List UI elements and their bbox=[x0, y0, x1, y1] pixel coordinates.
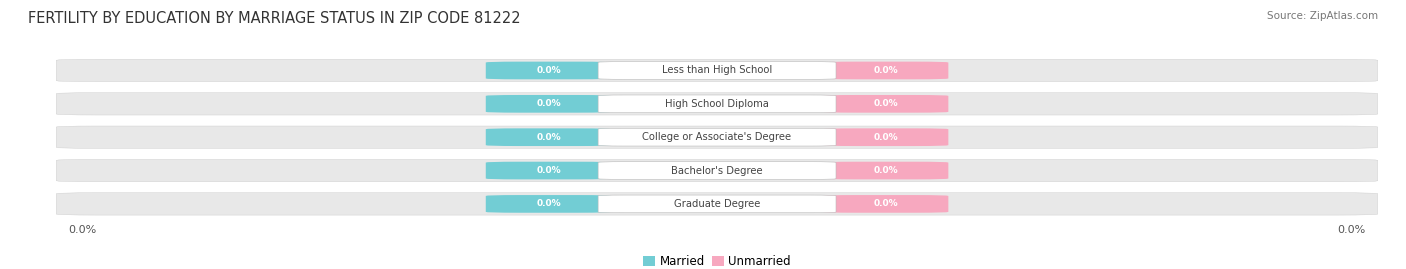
FancyBboxPatch shape bbox=[486, 162, 612, 179]
FancyBboxPatch shape bbox=[598, 162, 837, 179]
Text: 0.0%: 0.0% bbox=[873, 66, 898, 75]
Text: College or Associate's Degree: College or Associate's Degree bbox=[643, 132, 792, 142]
Text: 0.0%: 0.0% bbox=[536, 99, 561, 108]
Text: 0.0%: 0.0% bbox=[536, 199, 561, 208]
FancyBboxPatch shape bbox=[598, 128, 837, 146]
Text: 0.0%: 0.0% bbox=[873, 199, 898, 208]
FancyBboxPatch shape bbox=[56, 126, 1378, 148]
FancyBboxPatch shape bbox=[486, 195, 612, 213]
Legend: Married, Unmarried: Married, Unmarried bbox=[638, 251, 796, 269]
Text: 0.0%: 0.0% bbox=[873, 166, 898, 175]
FancyBboxPatch shape bbox=[56, 193, 1378, 215]
FancyBboxPatch shape bbox=[823, 128, 948, 146]
FancyBboxPatch shape bbox=[598, 95, 837, 113]
Text: Less than High School: Less than High School bbox=[662, 65, 772, 76]
Text: Graduate Degree: Graduate Degree bbox=[673, 199, 761, 209]
Text: High School Diploma: High School Diploma bbox=[665, 99, 769, 109]
FancyBboxPatch shape bbox=[486, 62, 612, 79]
FancyBboxPatch shape bbox=[823, 62, 948, 79]
Text: 0.0%: 0.0% bbox=[873, 133, 898, 142]
FancyBboxPatch shape bbox=[823, 162, 948, 179]
FancyBboxPatch shape bbox=[823, 95, 948, 113]
Text: 0.0%: 0.0% bbox=[536, 166, 561, 175]
FancyBboxPatch shape bbox=[56, 59, 1378, 82]
Text: 0.0%: 0.0% bbox=[536, 133, 561, 142]
FancyBboxPatch shape bbox=[823, 195, 948, 213]
Text: 0.0%: 0.0% bbox=[536, 66, 561, 75]
FancyBboxPatch shape bbox=[598, 62, 837, 79]
FancyBboxPatch shape bbox=[56, 93, 1378, 115]
FancyBboxPatch shape bbox=[486, 95, 612, 113]
FancyBboxPatch shape bbox=[486, 128, 612, 146]
Text: Source: ZipAtlas.com: Source: ZipAtlas.com bbox=[1267, 11, 1378, 21]
FancyBboxPatch shape bbox=[56, 159, 1378, 182]
Text: FERTILITY BY EDUCATION BY MARRIAGE STATUS IN ZIP CODE 81222: FERTILITY BY EDUCATION BY MARRIAGE STATU… bbox=[28, 11, 520, 26]
Text: Bachelor's Degree: Bachelor's Degree bbox=[671, 165, 763, 176]
Text: 0.0%: 0.0% bbox=[873, 99, 898, 108]
FancyBboxPatch shape bbox=[598, 195, 837, 213]
